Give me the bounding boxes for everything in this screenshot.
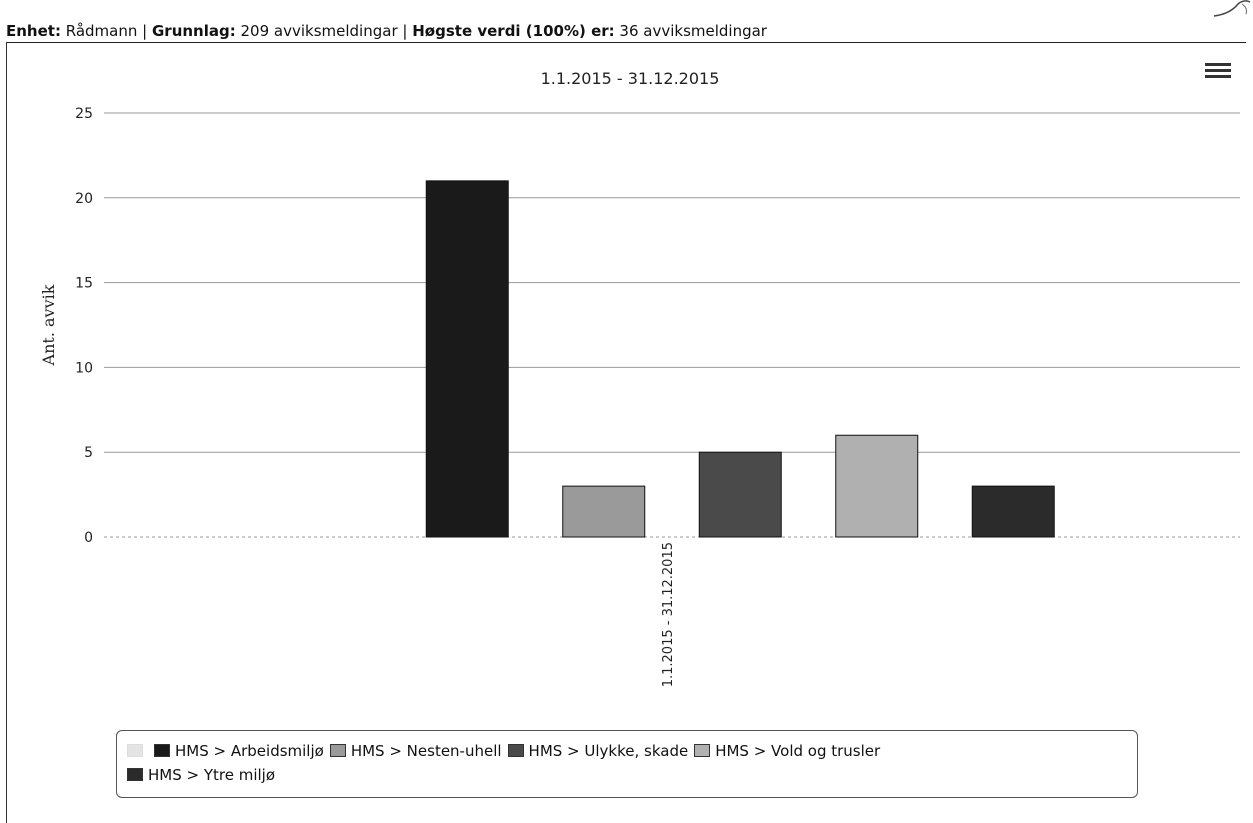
legend-label: HMS > Ytre miljø xyxy=(148,766,276,784)
corner-decoration-icon xyxy=(1213,0,1251,17)
legend-swatch-icon xyxy=(127,744,143,757)
unit-label: Enhet: xyxy=(6,22,61,40)
legend-item[interactable]: HMS > Ytre miljø xyxy=(127,763,275,787)
y-tick-label: 15 xyxy=(75,276,93,292)
max-value: 36 avviksmeldingar xyxy=(619,22,767,40)
legend-swatch-icon xyxy=(329,744,346,757)
legend-item[interactable]: HMS > Arbeidsmiljø xyxy=(154,739,324,763)
basis-value: 209 avviksmeldingar xyxy=(240,22,398,40)
legend-label: HMS > Vold og trusler xyxy=(715,742,881,760)
legend-swatch-icon xyxy=(694,744,711,757)
legend-label: HMS > Nesten-uhell xyxy=(350,742,502,760)
header-separator: | xyxy=(402,22,408,40)
legend-item[interactable]: HMS > Vold og trusler xyxy=(694,739,880,763)
y-tick-label: 0 xyxy=(84,530,93,546)
bar-2[interactable] xyxy=(562,485,646,538)
y-tick-label: 20 xyxy=(75,191,93,207)
legend-swatch-icon xyxy=(127,768,143,781)
bar-3[interactable] xyxy=(698,451,782,538)
y-tick-label: 25 xyxy=(75,106,93,122)
y-axis-title: Ant. avvik xyxy=(39,284,58,366)
header-separator: | xyxy=(142,22,148,40)
y-axis-ticks: 0 5 10 15 20 25 xyxy=(75,106,93,546)
y-tick-label: 5 xyxy=(84,445,93,461)
hamburger-menu-icon[interactable] xyxy=(1205,60,1231,84)
x-axis-category-label: 1.1.2015 - 31.12.2015 xyxy=(661,542,676,687)
chart-title: 1.1.2015 - 31.12.2015 xyxy=(541,69,720,88)
legend-item[interactable]: HMS > Nesten-uhell xyxy=(329,739,502,763)
bar-5[interactable] xyxy=(971,485,1055,538)
grid-lines xyxy=(104,112,1240,538)
max-label: Høgste verdi (100%) er: xyxy=(412,22,615,40)
y-tick-label: 10 xyxy=(75,360,93,376)
basis-label: Grunnlag: xyxy=(151,22,236,40)
chart-legend: HMS > Arbeidsmiljø HMS > Nesten-uhell HMS … xyxy=(116,730,1138,798)
legend-swatch-icon xyxy=(507,744,524,757)
bar-4[interactable] xyxy=(835,434,919,538)
frame-border xyxy=(6,42,7,823)
bars xyxy=(425,180,1055,538)
chart-header: Enhet: Rådmann | Grunnlag: 209 avviksmel… xyxy=(6,20,1246,43)
legend-label: HMS > Ulykke, skade xyxy=(528,742,689,760)
legend-swatch-icon xyxy=(154,744,170,757)
legend-item[interactable]: HMS > Ulykke, skade xyxy=(507,739,689,763)
bar-1[interactable] xyxy=(425,180,509,538)
legend-label: HMS > Arbeidsmiljø xyxy=(175,742,324,760)
unit-value: Rådmann xyxy=(65,22,138,40)
legend-item[interactable] xyxy=(127,739,148,763)
